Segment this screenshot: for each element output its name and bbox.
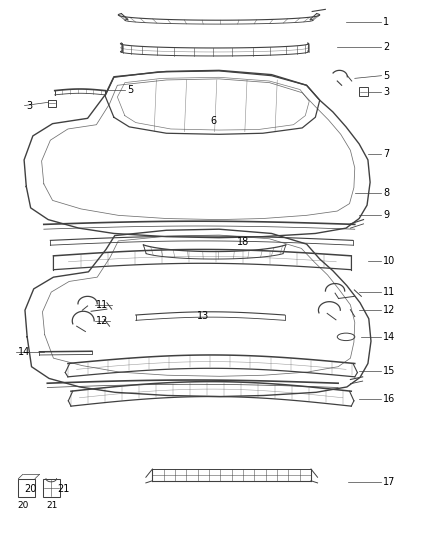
Text: 3: 3 xyxy=(26,101,32,110)
Text: 20: 20 xyxy=(24,484,36,494)
Text: 5: 5 xyxy=(127,85,133,94)
Text: 12: 12 xyxy=(96,316,109,326)
Text: 7: 7 xyxy=(383,149,389,158)
Text: 21: 21 xyxy=(46,501,57,510)
Text: 15: 15 xyxy=(383,366,396,376)
Text: 20: 20 xyxy=(17,501,28,510)
Text: 5: 5 xyxy=(383,71,389,80)
Text: 6: 6 xyxy=(210,116,216,126)
Bar xyxy=(359,87,368,96)
Text: 10: 10 xyxy=(383,256,396,266)
Text: 16: 16 xyxy=(383,394,396,403)
Text: 2: 2 xyxy=(383,42,389,52)
Text: 12: 12 xyxy=(383,305,396,315)
Text: 21: 21 xyxy=(57,484,69,494)
Text: 11: 11 xyxy=(96,300,109,310)
Bar xyxy=(43,479,60,497)
Text: 1: 1 xyxy=(383,18,389,27)
Text: 11: 11 xyxy=(383,287,396,297)
Text: 14: 14 xyxy=(18,347,30,357)
Text: 18: 18 xyxy=(237,237,249,247)
Bar xyxy=(18,479,35,497)
Text: 14: 14 xyxy=(383,332,396,342)
Text: 17: 17 xyxy=(383,477,396,487)
Text: 9: 9 xyxy=(383,211,389,220)
Text: 13: 13 xyxy=(197,311,209,320)
Text: 3: 3 xyxy=(383,87,389,96)
Text: 8: 8 xyxy=(383,189,389,198)
Bar xyxy=(48,100,56,107)
